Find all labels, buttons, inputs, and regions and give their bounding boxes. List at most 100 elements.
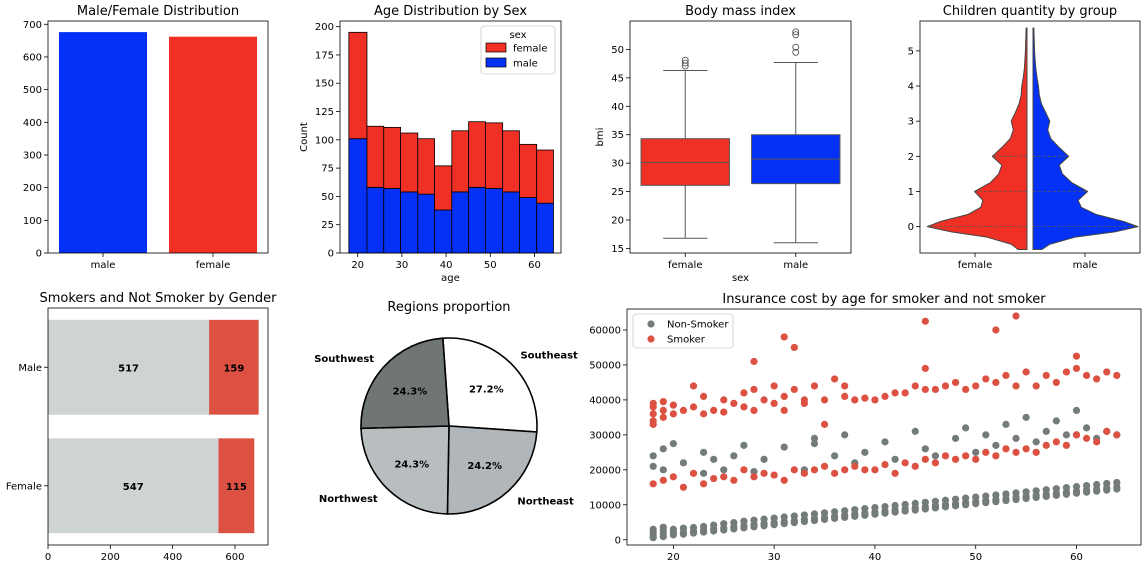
- y-tick-label: 100: [315, 135, 334, 146]
- scatter-point: [1082, 481, 1091, 490]
- scatter-point: [1012, 495, 1020, 504]
- scatter-point: [1052, 417, 1060, 425]
- scatter-point: [720, 396, 728, 404]
- chart-title: Age Distribution by Sex: [374, 4, 527, 19]
- scatter-point: [982, 492, 990, 500]
- scatter-point: [1072, 431, 1081, 439]
- scatter-point: [1113, 431, 1121, 439]
- scatter-point: [740, 524, 748, 532]
- legend-box: [632, 313, 734, 349]
- scatter-point: [841, 382, 849, 390]
- scatter-point: [780, 392, 788, 401]
- scatter-point: [962, 424, 970, 432]
- scatter-point: [820, 420, 829, 428]
- scatter-point: [820, 515, 829, 524]
- scatter-point: [730, 525, 738, 533]
- x-tick-label: 20: [351, 260, 364, 271]
- scatter-point: [679, 406, 688, 414]
- scatter-point: [831, 452, 839, 460]
- y-tick-label: 35: [611, 130, 624, 141]
- scatter-point: [800, 517, 808, 526]
- hist-bar-male: [468, 186, 486, 254]
- legend-marker: [647, 335, 655, 343]
- scatter-point: [1022, 488, 1030, 496]
- axes-frame: [629, 20, 852, 254]
- y-tick-label: 0: [36, 249, 42, 260]
- bar-female: [169, 36, 257, 253]
- scatter-point: [1042, 486, 1050, 494]
- scatter-point: [921, 505, 929, 513]
- scatter-point: [1042, 441, 1050, 449]
- scatter-point: [710, 527, 718, 535]
- scatter-point: [891, 501, 899, 510]
- scatter-point: [780, 476, 788, 484]
- scatter-point: [1012, 382, 1020, 390]
- scatter-point: [699, 522, 708, 531]
- y-tick-label: 600: [23, 52, 42, 63]
- x-tick-label: male: [1073, 260, 1098, 271]
- x-tick-label: 50: [484, 260, 497, 271]
- scatter-point: [810, 516, 819, 525]
- legend-swatch-female: [485, 42, 507, 53]
- y-tick-label: 2: [908, 152, 914, 163]
- scatter-point: [1113, 371, 1121, 380]
- scatter-point: [710, 455, 718, 463]
- pie-slice-northwest: [360, 425, 450, 515]
- scatter-point: [1082, 434, 1091, 442]
- x-axis-label: sex: [732, 273, 749, 284]
- scatter-point: [669, 473, 677, 481]
- y-tick-label: 50: [611, 45, 624, 56]
- y-tick-label: 30000: [589, 430, 621, 441]
- scatter-point: [951, 434, 960, 442]
- scatter-point: [679, 483, 688, 491]
- scatter-point: [901, 459, 909, 467]
- series-non-smoker: [649, 406, 1121, 542]
- scatter-point: [659, 466, 667, 474]
- scatter-point: [1052, 485, 1060, 493]
- hist-bar-male: [451, 191, 470, 254]
- scatter-point: [831, 469, 839, 477]
- hist-bar-female: [451, 130, 470, 193]
- scatter-point: [649, 420, 657, 428]
- scatter-point: [669, 401, 677, 409]
- scatter-point: [1022, 494, 1030, 503]
- scatter-point: [679, 524, 688, 532]
- scatter-point: [982, 431, 990, 439]
- data-label: 517: [118, 363, 139, 374]
- data-label: 115: [226, 482, 247, 493]
- axes-frame: [47, 307, 269, 546]
- scatter-point: [851, 462, 859, 470]
- pie-region-label: Southeast: [520, 350, 578, 361]
- scatter-point: [659, 406, 667, 414]
- scatter-point: [841, 507, 849, 515]
- scatter-point: [972, 455, 980, 463]
- scatter-point: [1082, 371, 1091, 380]
- scatter-point: [720, 408, 728, 416]
- scatter-point: [790, 512, 798, 520]
- y-tick-label: 5: [908, 46, 914, 57]
- y-tick-label: 40000: [589, 395, 621, 406]
- scatter-point: [1002, 496, 1010, 505]
- scatter-point: [871, 466, 879, 474]
- scatter-point: [710, 521, 718, 529]
- scatter-point: [790, 385, 798, 394]
- scatter-point: [911, 499, 919, 507]
- hist-bar-female: [536, 149, 554, 204]
- scatter-point: [669, 440, 677, 448]
- hist-bar-female: [468, 121, 486, 188]
- scatter-point: [941, 503, 950, 511]
- hist-bar-male: [485, 188, 504, 254]
- scatter-point: [710, 406, 718, 414]
- scatter-point: [1062, 490, 1071, 498]
- hist-bar-male: [348, 138, 368, 254]
- bmi-boxplot-chart: female male 15 20 25 30 35 40 45 50 Body mass inde…: [595, 4, 852, 284]
- scatter-point: [941, 496, 950, 504]
- scatter-point: [962, 385, 970, 394]
- y-tick-label: 0: [615, 535, 621, 546]
- pie-region-label: Southwest: [314, 354, 374, 365]
- scatter-point: [659, 445, 667, 453]
- chart-title: Children quantity by group: [943, 4, 1117, 19]
- scatter-point: [689, 523, 698, 532]
- y-tick-label: 125: [315, 107, 334, 118]
